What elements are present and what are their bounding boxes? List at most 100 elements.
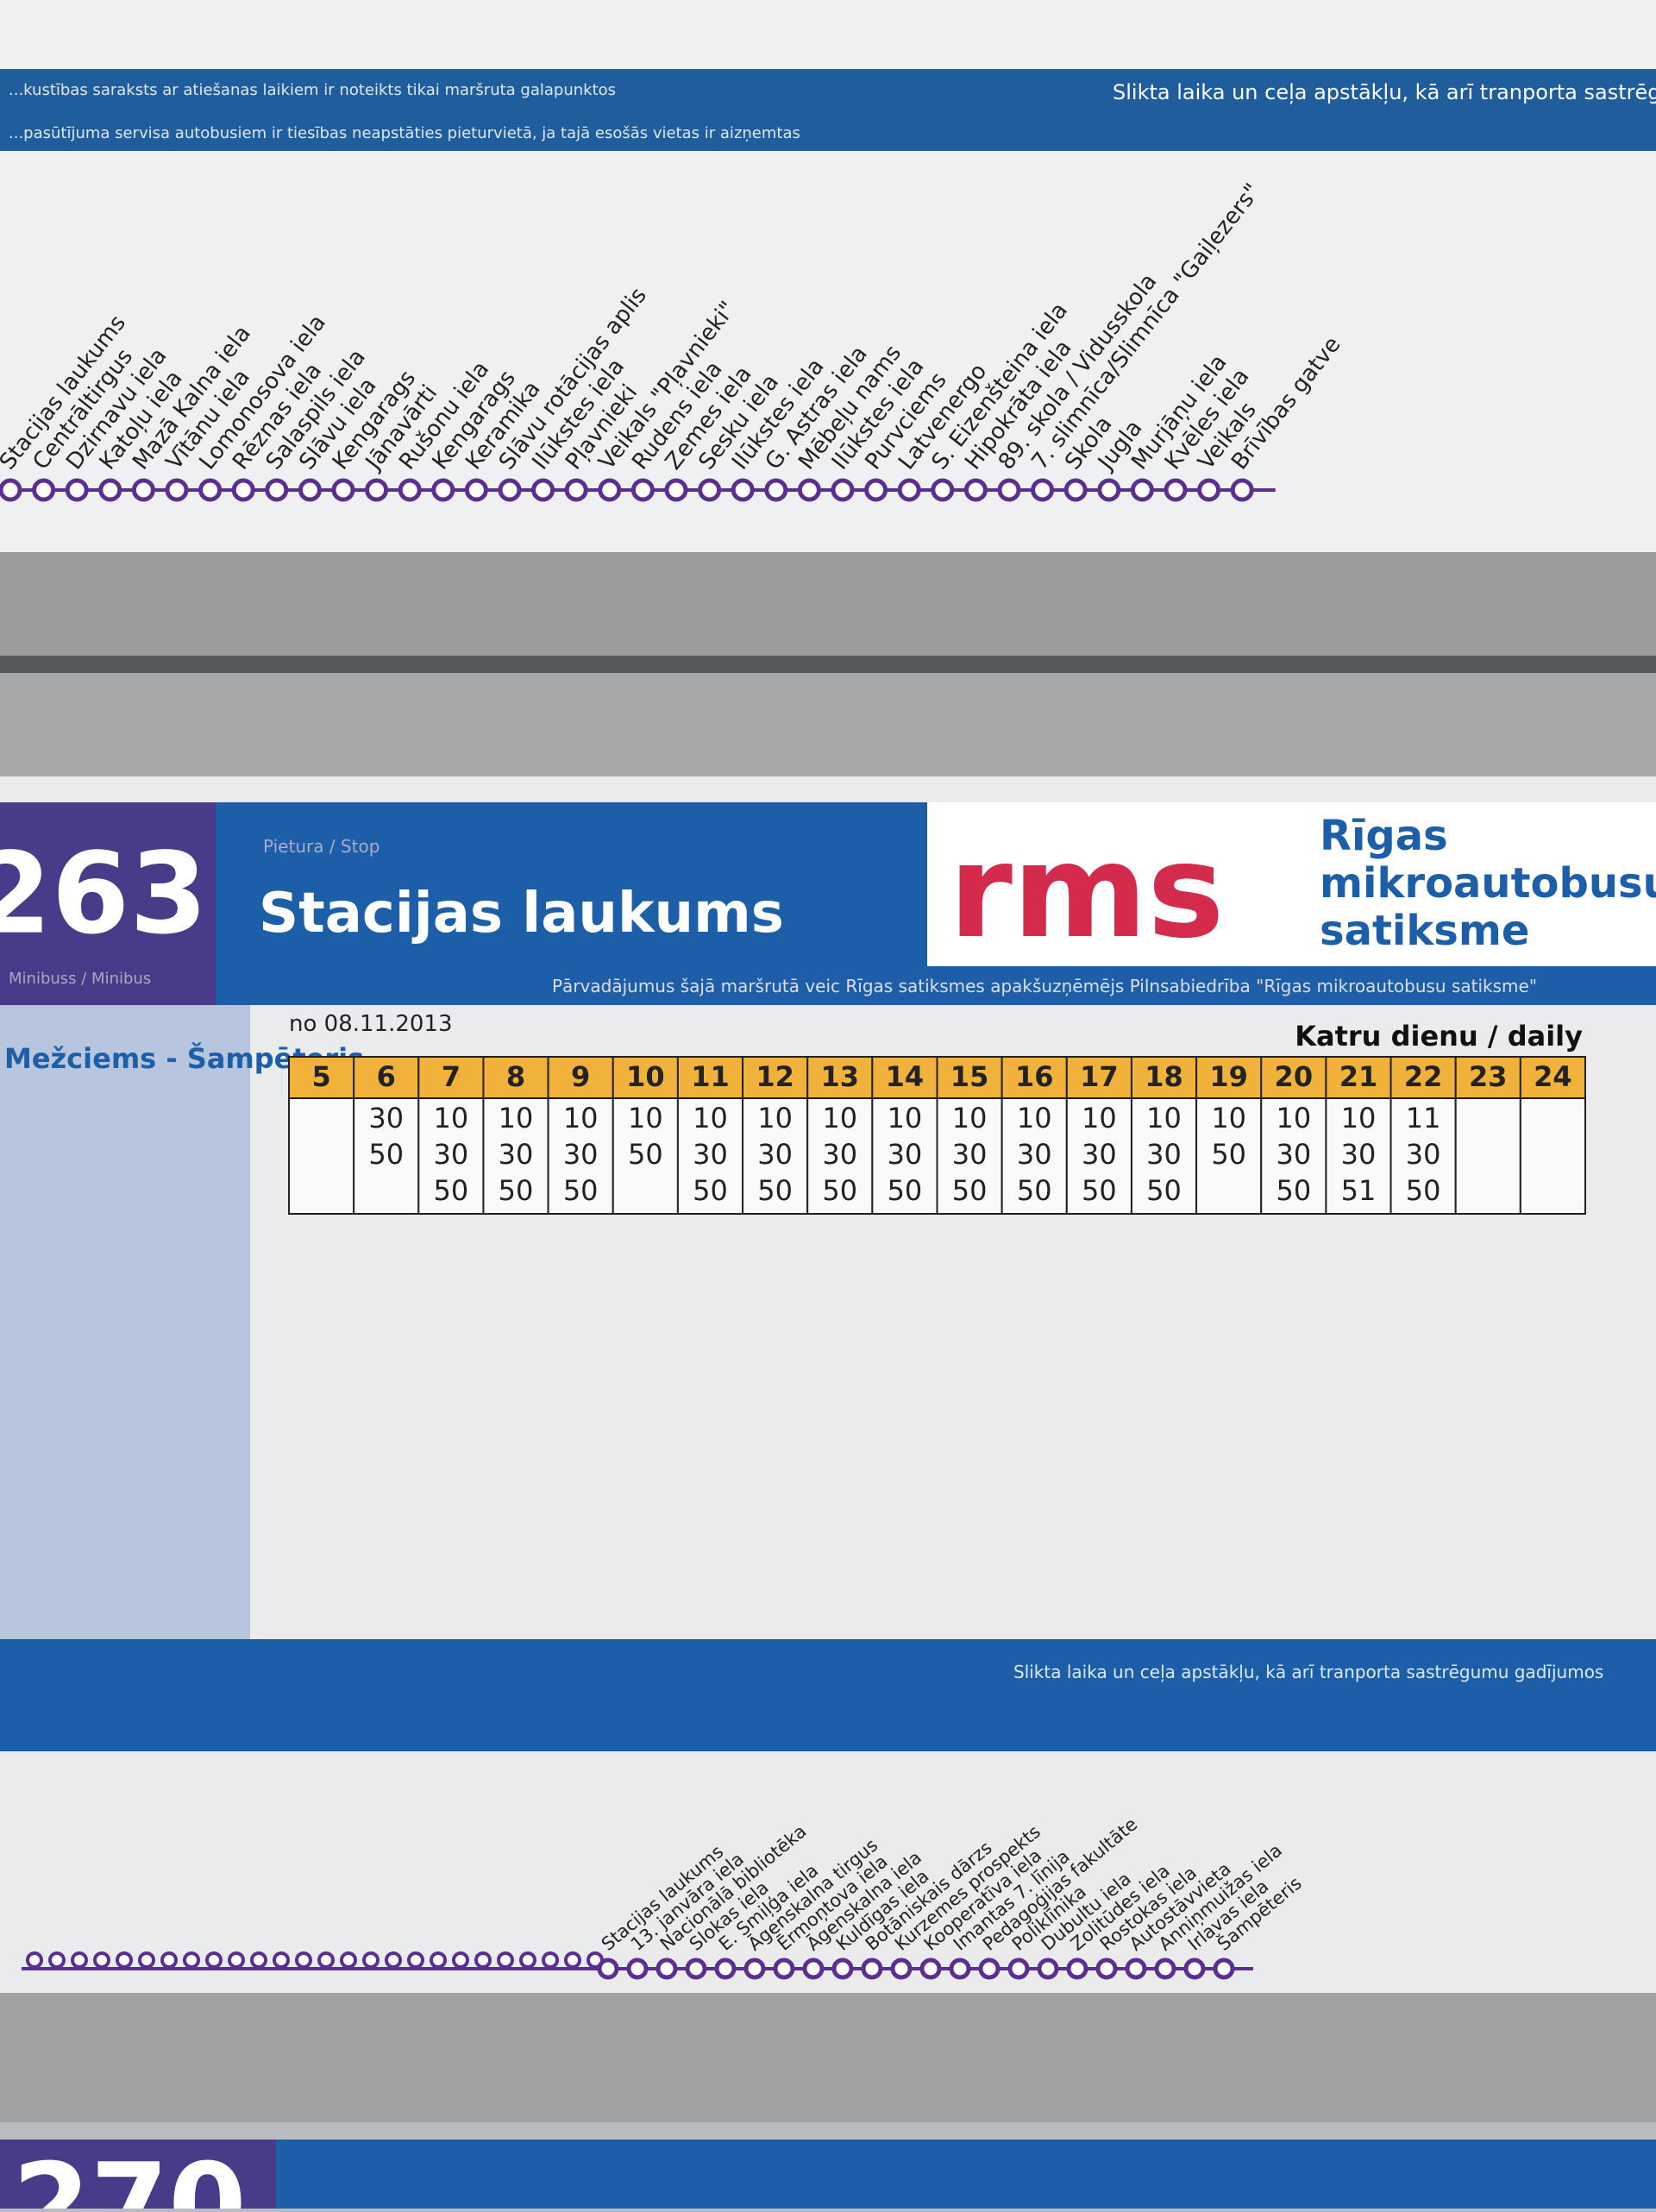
hour-cell <box>547 1056 614 1099</box>
minute: 50 <box>1082 1174 1117 1207</box>
route-box <box>0 2140 276 2209</box>
stop-dot <box>861 1957 883 1980</box>
stop-dot <box>32 478 56 502</box>
stop-dot <box>265 478 289 502</box>
route-dot <box>250 1951 267 1969</box>
minute: 30 <box>1017 1138 1052 1171</box>
minute: 50 <box>499 1174 534 1207</box>
minute: 51 <box>1341 1174 1377 1207</box>
minute: 10 <box>757 1102 793 1134</box>
minute: 30 <box>434 1138 469 1171</box>
minute: 50 <box>434 1174 469 1207</box>
route-number: 263 <box>0 828 208 959</box>
minutes-cell <box>482 1097 549 1215</box>
stop-dot <box>1230 478 1254 502</box>
minute: 30 <box>888 1138 923 1171</box>
minute: 50 <box>757 1174 793 1207</box>
route-dot <box>183 1951 200 1969</box>
hour-cell <box>1260 1056 1327 1099</box>
minute: 10 <box>693 1102 728 1134</box>
minutes-cell <box>1389 1097 1457 1215</box>
hour: 16 <box>1015 1060 1054 1093</box>
stop-dot <box>1066 1957 1088 1980</box>
route-dot <box>362 1951 380 1969</box>
hour: 21 <box>1339 1060 1378 1093</box>
route-dot <box>48 1951 66 1969</box>
company: Rīgas <box>1320 812 1448 860</box>
notice: ...kustības saraksts ar atiešanas laikie… <box>9 81 616 99</box>
logo: rms <box>949 817 1225 967</box>
minute: 30 <box>1406 1138 1441 1171</box>
pole <box>0 1993 1656 2122</box>
notice: Slikta laika un ceļa apstākļu, kā arī tr… <box>1113 80 1656 104</box>
stop-name: Stacijas laukums <box>259 882 784 946</box>
route-number: 270 <box>12 2139 246 2209</box>
hour-cell <box>676 1056 744 1099</box>
minute: 30 <box>1341 1138 1377 1171</box>
minute: 10 <box>952 1102 988 1134</box>
hour: 10 <box>626 1060 665 1093</box>
route-dot <box>407 1951 424 1969</box>
minutes-cell <box>1065 1097 1132 1215</box>
stop-dot <box>630 478 655 502</box>
minutes-cell <box>1454 1097 1521 1215</box>
stop-dot <box>431 478 455 502</box>
minute: 30 <box>1276 1138 1311 1171</box>
minute: 10 <box>888 1102 923 1134</box>
hour-cell <box>1000 1056 1068 1099</box>
minute: 30 <box>563 1138 599 1171</box>
hour-cell <box>1389 1056 1457 1099</box>
stop-dot <box>1183 1957 1206 1980</box>
stop-dot <box>564 478 588 502</box>
pole <box>0 552 1656 656</box>
minute: 50 <box>822 1174 857 1207</box>
lower-banner <box>0 1639 1656 1751</box>
stop-dot <box>963 478 988 502</box>
minute: 10 <box>1082 1102 1117 1134</box>
minute: 30 <box>952 1138 988 1171</box>
side-panel <box>0 1005 250 1643</box>
logo-box <box>927 802 1656 966</box>
stop-dot <box>831 1957 854 1980</box>
minute: 50 <box>628 1138 663 1171</box>
minute: 30 <box>368 1102 404 1134</box>
stop-dot <box>997 478 1021 502</box>
hour: 23 <box>1469 1060 1508 1093</box>
minutes-cell <box>417 1097 485 1215</box>
stop-dot <box>0 478 22 502</box>
days: Katru dienu / daily <box>1295 1020 1583 1053</box>
stop-dot <box>764 478 788 502</box>
route-dot <box>228 1951 245 1969</box>
minute: 10 <box>1146 1102 1182 1134</box>
hour: 18 <box>1145 1060 1183 1093</box>
stop-dot <box>626 1957 649 1980</box>
minute: 50 <box>1276 1174 1311 1207</box>
hour: 19 <box>1209 1060 1248 1093</box>
hour-cell <box>806 1056 874 1099</box>
hour-cell <box>353 1056 420 1099</box>
stop-dot <box>802 1957 825 1980</box>
minute: 10 <box>822 1102 857 1134</box>
stop-dot <box>1063 478 1088 502</box>
minutes-cell <box>742 1097 809 1215</box>
route-dot <box>564 1951 581 1969</box>
notice: Slikta laika un ceļa apstākļu, kā arī tr… <box>1013 1662 1603 1682</box>
hour: 5 <box>311 1060 330 1093</box>
hour-cell <box>1454 1056 1521 1099</box>
minute: 50 <box>368 1138 404 1171</box>
minutes-cell <box>612 1097 679 1215</box>
minute: 50 <box>693 1174 728 1207</box>
stop-dot <box>864 478 888 502</box>
stop-dot <box>1154 1957 1176 1980</box>
stop-dot <box>597 1957 619 1980</box>
stop-dot <box>65 478 89 502</box>
pole <box>0 673 1656 776</box>
stop-dot <box>931 478 955 502</box>
minute: 10 <box>1211 1102 1246 1134</box>
route-dot <box>474 1951 492 1969</box>
company: mikroautobusu <box>1320 859 1656 908</box>
minute: 11 <box>1406 1102 1441 1134</box>
minute: 10 <box>434 1102 469 1134</box>
stop-dot <box>1213 1957 1235 1980</box>
